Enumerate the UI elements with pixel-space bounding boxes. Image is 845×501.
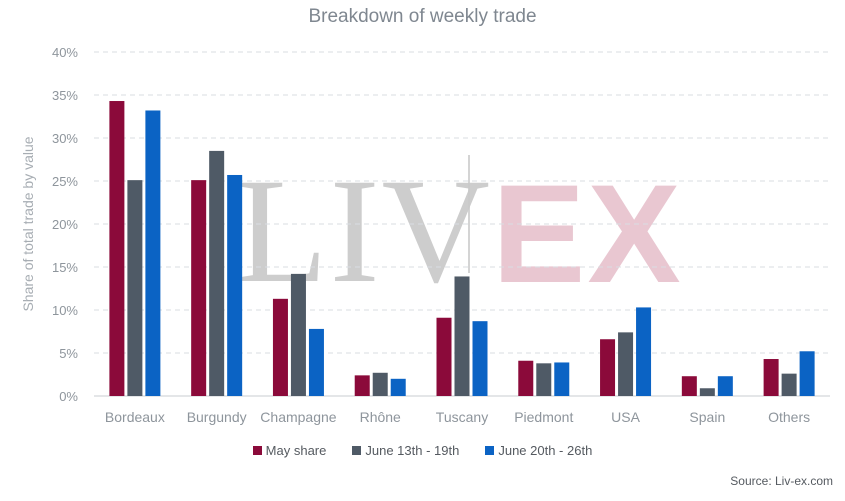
- legend: May share June 13th - 19th June 20th - 2…: [0, 443, 845, 458]
- y-tick-label: 30%: [52, 131, 78, 146]
- y-tick-label: 15%: [52, 260, 78, 275]
- y-tick-label: 40%: [52, 45, 78, 60]
- x-tick-label: Burgundy: [187, 409, 247, 425]
- bar: [472, 321, 488, 396]
- bar: [618, 332, 634, 396]
- bar: [600, 339, 616, 396]
- watermark-logo-right: EX: [492, 155, 683, 312]
- legend-swatch-june-20-26: [485, 446, 495, 455]
- bar: [799, 351, 815, 396]
- chart-title: Breakdown of weekly trade: [308, 6, 537, 27]
- x-tick-label: Rhône: [360, 409, 401, 425]
- bar: [636, 307, 652, 396]
- bar: [227, 174, 243, 396]
- y-tick-label: 35%: [52, 88, 78, 103]
- legend-swatch-may-share: [252, 446, 262, 455]
- legend-label-may-share: May share: [265, 443, 327, 458]
- bar: [717, 376, 733, 396]
- bar: [290, 273, 306, 396]
- y-tick-label: 5%: [59, 346, 78, 361]
- legend-item-may-share: May share: [252, 443, 327, 458]
- y-tick-label: 25%: [52, 174, 78, 189]
- bar: [109, 101, 125, 397]
- x-tick-label: Tuscany: [436, 409, 488, 425]
- watermark-divider: [468, 155, 470, 273]
- legend-item-june-13-19: June 13th - 19th: [352, 443, 459, 458]
- y-tick-label: 0%: [59, 389, 78, 404]
- y-tick-label: 10%: [52, 303, 78, 318]
- bar: [536, 363, 552, 396]
- legend-item-june-20-26: June 20th - 26th: [485, 443, 592, 458]
- bar: [763, 359, 779, 396]
- bar: [436, 317, 452, 396]
- legend-swatch-june-13-19: [352, 446, 362, 455]
- x-tick-label: USA: [611, 409, 640, 425]
- bar: [308, 328, 324, 396]
- x-tick-label: Bordeaux: [105, 409, 165, 425]
- bar: [390, 378, 406, 396]
- bar: [209, 150, 225, 396]
- bar: [454, 276, 470, 396]
- x-tick-label: Others: [768, 409, 810, 425]
- bar: [372, 372, 388, 396]
- x-tick-label: Champagne: [260, 409, 336, 425]
- bar: [191, 180, 207, 396]
- bar: [354, 375, 370, 396]
- bar: [145, 110, 161, 396]
- bar: [699, 388, 715, 396]
- x-tick-label: Spain: [689, 409, 725, 425]
- x-tick-label: Piedmont: [514, 409, 573, 425]
- bar: [554, 362, 570, 396]
- bar: [681, 376, 697, 396]
- bar: [518, 360, 534, 396]
- legend-label-june-20-26: June 20th - 26th: [498, 443, 593, 458]
- source-note: Source: Liv-ex.com: [730, 474, 833, 488]
- y-tick-label: 20%: [52, 217, 78, 232]
- bar: [127, 180, 143, 396]
- bar: [781, 373, 797, 396]
- bar: [272, 298, 288, 396]
- legend-label-june-13-19: June 13th - 19th: [365, 443, 460, 458]
